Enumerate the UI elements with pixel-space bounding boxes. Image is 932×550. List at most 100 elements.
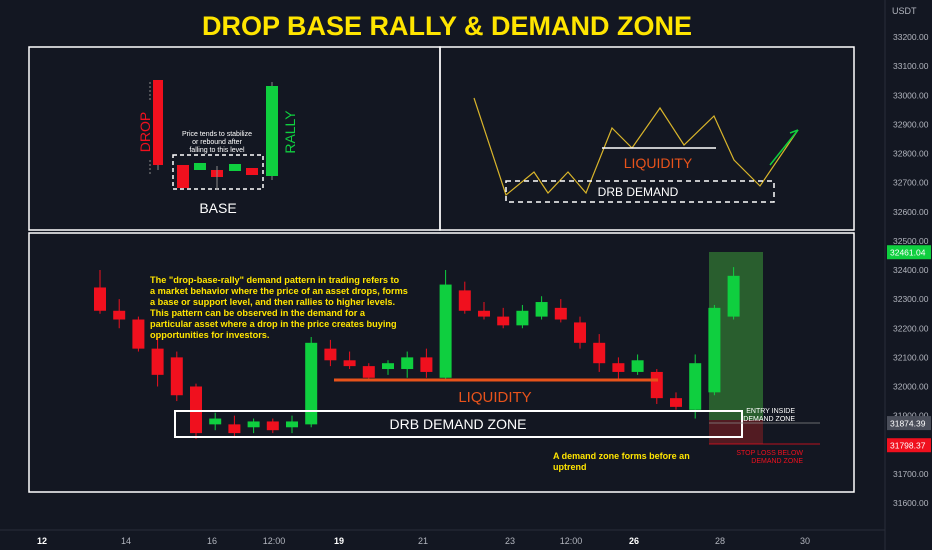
candles-group — [94, 267, 740, 439]
time-tick-label: 21 — [418, 536, 428, 546]
candle-body — [401, 357, 414, 370]
sketch-arrow-line — [769, 129, 799, 166]
candle-body — [420, 357, 433, 372]
price-badge-bg — [887, 245, 931, 260]
candle-body — [113, 310, 126, 320]
chart-title: DROP BASE RALLY & DEMAND ZONE — [202, 11, 692, 41]
liquidity-sketch: LIQUIDITY DRB DEMAND — [473, 97, 799, 203]
candle-body — [574, 322, 586, 343]
sketch-liquidity-label: LIQUIDITY — [624, 155, 693, 171]
candle-body — [535, 302, 548, 317]
price-axis[interactable]: 33200.00 33100.00 33000.00 32900.00 32800.00… — [893, 32, 929, 508]
top-right-panel-frame — [439, 46, 855, 231]
candle-body — [382, 363, 394, 370]
candle-body — [554, 307, 567, 320]
price-tick-label: 31600.00 — [893, 498, 929, 508]
price-tick-label: 33200.00 — [893, 32, 929, 42]
candle-body — [689, 363, 702, 410]
candle-body — [286, 421, 298, 428]
currency-label: USDT — [892, 6, 917, 16]
candle-body — [190, 386, 202, 434]
time-tick-label: 26 — [629, 536, 639, 546]
candle-body — [170, 357, 183, 396]
price-sketch-line — [473, 97, 799, 197]
sketch-demand-box — [505, 180, 775, 203]
base-note-line-1: Price tends to stabilize — [182, 131, 252, 138]
price-tick-label: 32300.00 — [893, 294, 929, 304]
rally-label: RALLY — [282, 110, 298, 154]
candle-body — [727, 275, 740, 317]
candle-body — [343, 360, 356, 367]
candle-body — [324, 348, 337, 361]
description-line-4: This pattern can be observed in the dema… — [150, 308, 366, 318]
price-tick-label: 33000.00 — [893, 90, 929, 100]
liquidity-label: LIQUIDITY — [458, 389, 531, 406]
price-tick-label: 32500.00 — [893, 236, 929, 246]
candle-body — [670, 398, 682, 407]
candle-body — [132, 319, 145, 349]
candle-body — [151, 348, 164, 375]
price-tick-label: 32400.00 — [893, 265, 929, 275]
candle-body — [305, 342, 318, 425]
description-line-6: opportunities for investors. — [150, 330, 269, 340]
time-tick-label: 23 — [505, 536, 515, 546]
stop-zone — [709, 420, 763, 444]
price-tick-label: 31700.00 — [893, 469, 929, 479]
base-note-line-2: or rebound after — [192, 139, 242, 146]
description-line-3: a base or support level, and then rallie… — [150, 297, 395, 307]
base-candle-2 — [194, 163, 206, 170]
drb-illustration: DROP RALLY Price tends to stabilize or r… — [137, 80, 298, 216]
candle-body — [516, 310, 529, 326]
price-badge-bg — [887, 416, 931, 431]
time-tick-label: 30 — [800, 536, 810, 546]
price-badges: 32461.04 31874.39 31798.37 — [887, 245, 931, 453]
price-badge-label: 31874.39 — [890, 419, 926, 429]
candle-body — [593, 342, 606, 364]
price-tick-label: 32000.00 — [893, 382, 929, 392]
base-label: BASE — [199, 200, 236, 216]
candle-body — [458, 290, 471, 311]
price-tick-label: 32900.00 — [893, 119, 929, 129]
base-candle-4 — [229, 164, 241, 171]
base-box — [172, 154, 264, 190]
time-tick-label: 12:00 — [263, 536, 286, 546]
time-tick-label: 16 — [207, 536, 217, 546]
price-badge-bg — [887, 438, 931, 453]
price-badge-label: 32461.04 — [890, 248, 926, 258]
candle-body — [612, 363, 625, 372]
uptrend-note-line-2: uptrend — [553, 462, 587, 472]
candle-body — [708, 307, 721, 393]
rally-candle — [266, 86, 278, 176]
candle-body — [362, 366, 375, 378]
price-tick-label: 32200.00 — [893, 323, 929, 333]
candle-body — [209, 418, 222, 425]
candle-body — [497, 316, 510, 326]
price-badge-label: 31798.37 — [890, 441, 926, 451]
price-tick-label: 31900.00 — [893, 411, 929, 421]
candle-body — [478, 310, 490, 317]
time-tick-label: 28 — [715, 536, 725, 546]
drop-candle — [153, 80, 163, 165]
price-tick-label: 32800.00 — [893, 149, 929, 159]
candle-body — [650, 371, 663, 399]
stop-note-line-1: STOP LOSS BELOW — [736, 450, 803, 457]
time-axis[interactable]: 12 14 16 12:00 19 21 23 12:00 26 28 30 — [37, 536, 810, 546]
candle-body — [631, 360, 644, 372]
stop-note-line-2: DEMAND ZONE — [751, 458, 803, 465]
price-tick-label: 32700.00 — [893, 178, 929, 188]
time-tick-label: 12:00 — [560, 536, 583, 546]
candle-body — [439, 284, 452, 378]
description-line-2: a market behavior where the price of an … — [150, 286, 408, 296]
base-candle-5 — [246, 168, 258, 175]
uptrend-note-line-1: A demand zone forms before an — [553, 451, 690, 461]
main-panel-frame — [28, 232, 855, 493]
entry-note-line-2: DEMAND ZONE — [743, 416, 795, 423]
candle-body — [247, 421, 260, 428]
candle-body — [228, 424, 241, 434]
price-tick-label: 32100.00 — [893, 352, 929, 362]
base-candle-1 — [177, 165, 189, 188]
demand-zone-box — [174, 410, 743, 438]
description-line-5: particular asset where a drop in the pri… — [150, 319, 397, 329]
